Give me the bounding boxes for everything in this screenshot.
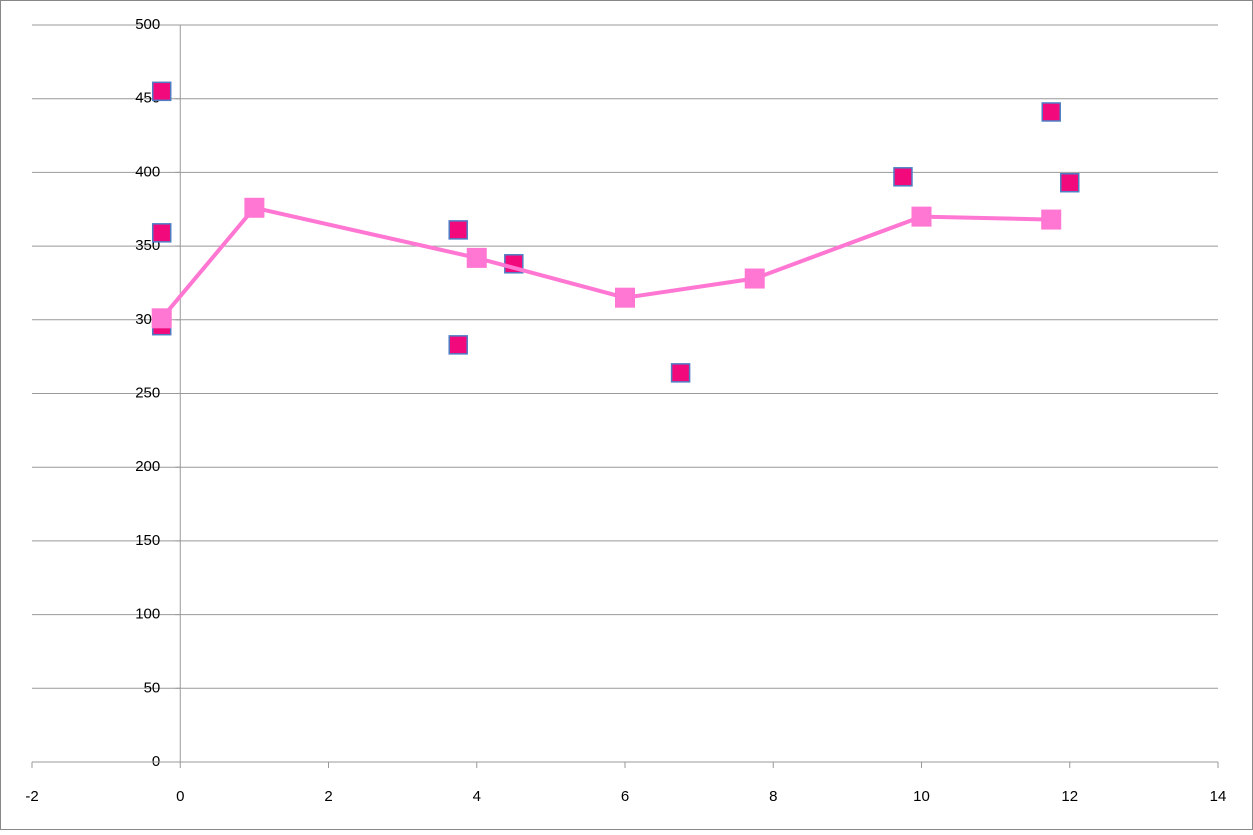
- point: [151, 308, 172, 329]
- x-tick-label: 6: [621, 788, 629, 805]
- point: [744, 268, 765, 289]
- y-tick-label: 0: [152, 753, 160, 770]
- point: [893, 167, 913, 187]
- point: [1041, 209, 1062, 230]
- y-tick-label: 50: [144, 679, 161, 696]
- x-tick-label: 14: [1210, 788, 1227, 805]
- point: [1060, 172, 1080, 193]
- point: [466, 247, 487, 268]
- x-tick-label: 10: [913, 788, 930, 805]
- y-tick-label: 200: [135, 458, 160, 475]
- point: [244, 197, 265, 218]
- y-tick-label: 250: [135, 384, 160, 401]
- y-tick-label: 100: [135, 606, 160, 623]
- point: [1041, 102, 1061, 122]
- x-tick-label: 0: [176, 788, 184, 805]
- point: [151, 81, 172, 102]
- point: [448, 220, 468, 240]
- x-tick-label: 12: [1061, 788, 1078, 805]
- point: [448, 335, 468, 355]
- point: [670, 363, 691, 383]
- y-tick-label: 400: [135, 163, 160, 180]
- x-tick-label: -2: [25, 788, 38, 805]
- y-tick-label: 500: [135, 16, 160, 33]
- point: [615, 287, 635, 308]
- x-tick-label: 8: [769, 788, 777, 805]
- point: [151, 223, 172, 243]
- x-tick-label: 2: [324, 788, 332, 805]
- point: [911, 206, 932, 227]
- y-tick-label: 150: [135, 532, 160, 549]
- x-tick-label: 4: [473, 788, 481, 805]
